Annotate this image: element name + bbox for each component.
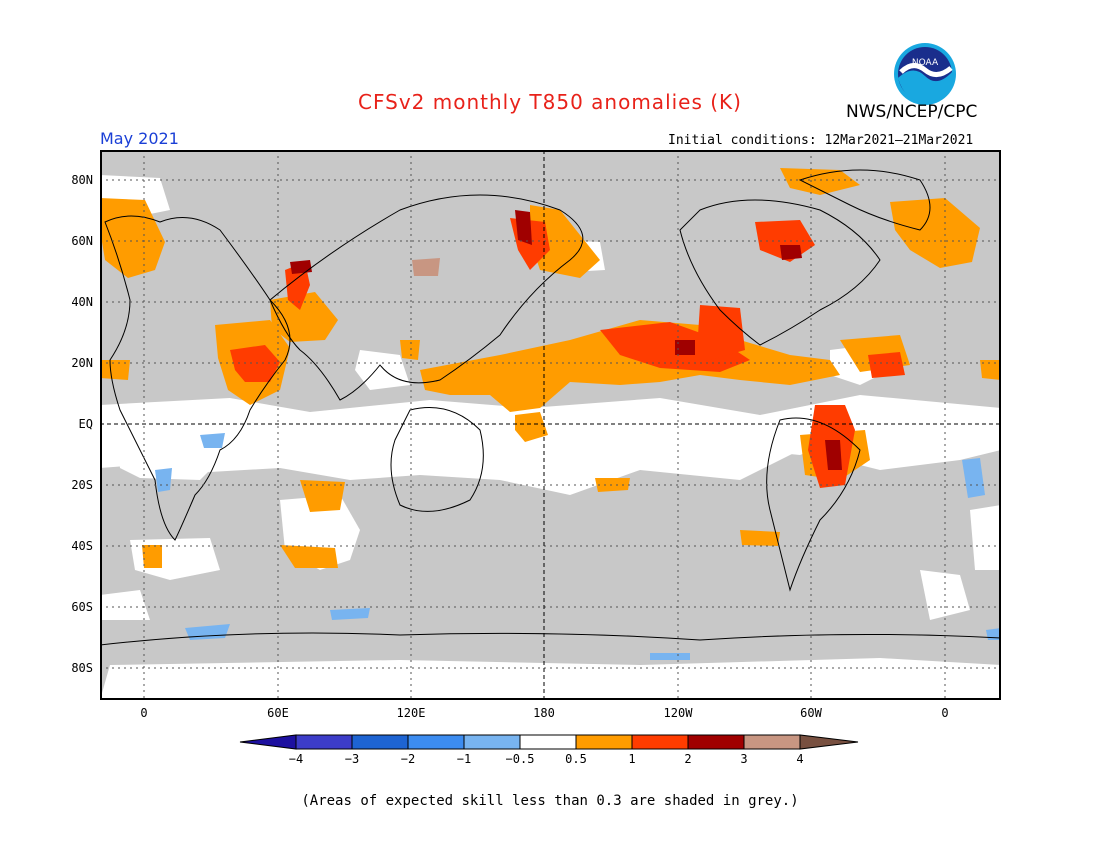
colorbar-label: −0.5: [505, 752, 535, 766]
lon-label: 0: [140, 706, 148, 720]
colorbar-label: 4: [796, 752, 804, 766]
colorbar-label: −2: [400, 752, 416, 766]
colorbar-label: 2: [684, 752, 692, 766]
anomaly-2-3: [290, 210, 842, 470]
anomaly-3-4: [412, 258, 440, 276]
lat-label: 40S: [71, 539, 93, 553]
lon-label: 60E: [267, 706, 289, 720]
colorbar-arrow-right: [799, 734, 859, 750]
colorbar-segment: [631, 734, 689, 750]
skill-footnote: (Areas of expected skill less than 0.3 a…: [301, 793, 799, 809]
lon-label: 120W: [663, 706, 693, 720]
lat-label: 80S: [71, 661, 93, 675]
lat-label: 20N: [71, 356, 93, 370]
lat-label: 60N: [71, 234, 93, 248]
colorbar-segment: [519, 734, 577, 750]
colorbar-label: −4: [288, 752, 304, 766]
lat-label: 20S: [71, 478, 93, 492]
lat-label: EQ: [78, 417, 93, 431]
lon-label: 60W: [800, 706, 822, 720]
noaa-logo: NOAA: [893, 42, 957, 110]
lon-label: 180: [533, 706, 555, 720]
lon-label: 0: [941, 706, 949, 720]
colorbar-label: −3: [344, 752, 360, 766]
agency-label: NWS/NCEP/CPC: [846, 102, 978, 122]
colorbar-label: 3: [740, 752, 748, 766]
logo-text: NOAA: [912, 58, 939, 68]
anomaly-map: [100, 150, 1001, 700]
below-normal-regions: [155, 433, 1001, 660]
colorbar-segment: [687, 734, 745, 750]
colorbar-label: −1: [456, 752, 472, 766]
colorbar-label: 1: [628, 752, 636, 766]
equator-dateline: [100, 150, 1001, 700]
map-title: CFSv2 monthly T850 anomalies (K): [358, 90, 742, 114]
colorbar-label: 0.5: [565, 752, 587, 766]
colorbar: [239, 734, 859, 750]
lat-label: 80N: [71, 173, 93, 187]
colorbar-segment: [575, 734, 633, 750]
colorbar-segment: [407, 734, 465, 750]
colorbar-segment: [295, 734, 353, 750]
valid-month: May 2021: [100, 129, 179, 148]
colorbar-arrow-left: [239, 734, 297, 750]
colorbar-segment: [351, 734, 409, 750]
lat-label: 40N: [71, 295, 93, 309]
colorbar-segment: [743, 734, 801, 750]
lon-label: 120E: [396, 706, 426, 720]
colorbar-segment: [463, 734, 521, 750]
initial-conditions: Initial conditions: 12Mar2021–21Mar2021: [668, 133, 974, 148]
lat-lon-grid: [100, 150, 1001, 700]
lat-label: 60S: [71, 600, 93, 614]
coastlines: [100, 169, 1001, 646]
map-frame: [100, 150, 1001, 700]
